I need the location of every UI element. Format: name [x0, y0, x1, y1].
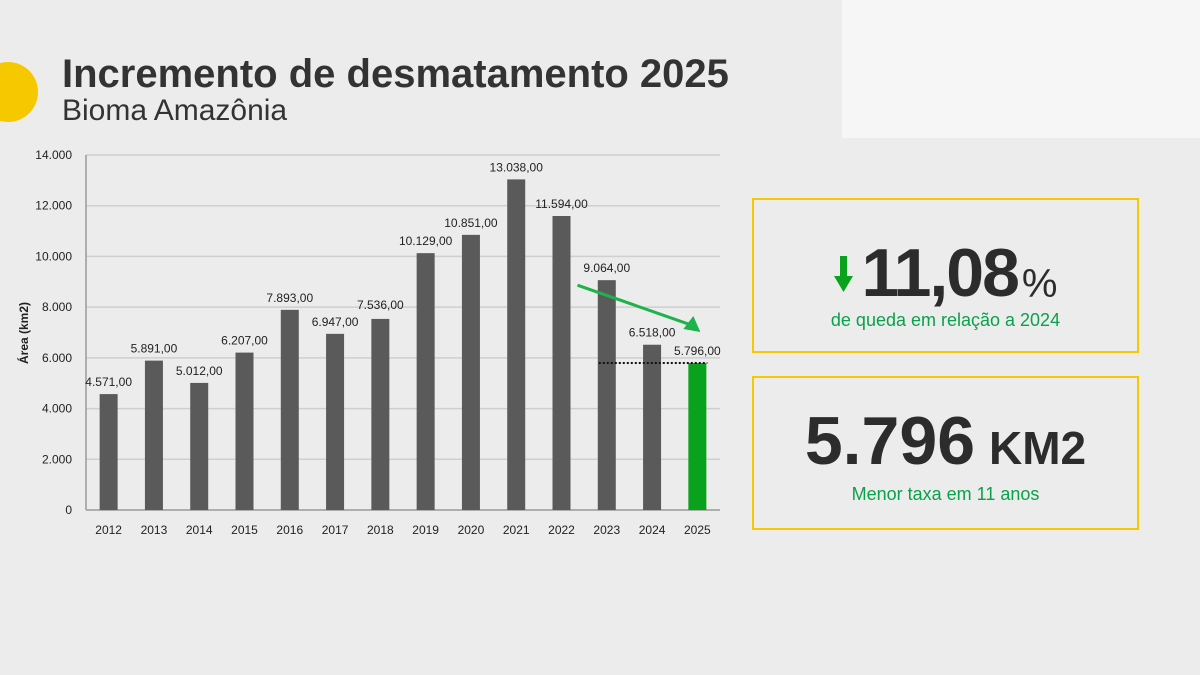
page-subtitle: Bioma Amazônia: [62, 94, 288, 127]
data-label: 5.796,00: [674, 344, 721, 358]
bar: [326, 333, 345, 510]
page-title: Incremento de desmatamento 2025: [62, 52, 729, 96]
bar: [597, 280, 616, 510]
y-tick-label: 4.000: [42, 402, 72, 416]
bar: [507, 179, 526, 511]
bar: [416, 253, 435, 510]
x-tick-label: 2021: [503, 523, 530, 537]
drop-caption: de queda em relação a 2024: [830, 310, 1061, 330]
bar: [144, 360, 163, 510]
y-tick-label: 6.000: [42, 351, 72, 365]
data-label: 10.129,00: [399, 234, 453, 248]
arrow-down-icon: [833, 256, 853, 292]
x-tick-label: 2018: [367, 523, 394, 537]
drop-unit: %: [1021, 262, 1058, 306]
area-stat-card: 5.796 KM2 Menor taxa em 11 anos: [752, 376, 1139, 530]
bar: [461, 234, 480, 510]
bar: [371, 318, 390, 510]
bar-chart: 0 2.000 4.000 6.000 8.000 10.000 12.000 14.000 Á…: [16, 148, 721, 537]
x-tick-label: 2020: [458, 523, 485, 537]
bar: [688, 363, 707, 510]
data-label: 6.518,00: [629, 326, 676, 340]
bar: [552, 216, 571, 511]
x-tick-label: 2024: [639, 523, 666, 537]
x-tick-label: 2019: [412, 523, 439, 537]
y-tick-label: 10.000: [35, 249, 72, 263]
x-tick-label: 2017: [322, 523, 349, 537]
bar: [190, 382, 209, 510]
data-label: 9.064,00: [583, 261, 630, 275]
y-tick-label: 14.000: [35, 148, 72, 162]
data-label: 6.207,00: [221, 334, 268, 348]
data-label: 4.571,00: [85, 375, 132, 389]
drop-value: 11,08: [861, 235, 1020, 311]
y-tick-label: 0: [65, 503, 72, 517]
data-label: 13.038,00: [490, 160, 544, 174]
y-tick-label: 12.000: [35, 199, 72, 213]
data-label: 7.536,00: [357, 298, 404, 312]
data-label: 11.594,00: [535, 197, 588, 211]
area-unit: KM2: [989, 422, 1087, 474]
data-label: 7.893,00: [266, 291, 313, 305]
bar: [235, 352, 254, 510]
x-tick-label: 2014: [186, 523, 213, 537]
x-tick-label: 2025: [684, 523, 711, 537]
bar: [99, 394, 118, 510]
trend-arrow-head: [683, 316, 701, 333]
trend-arrow: [577, 283, 692, 327]
data-label: 5.891,00: [131, 342, 178, 356]
bar: [280, 309, 299, 510]
x-tick-label: 2013: [141, 523, 168, 537]
x-tick-label: 2012: [95, 523, 122, 537]
x-tick-label: 2023: [593, 523, 620, 537]
data-label: 10.851,00: [444, 216, 498, 230]
x-tick-label: 2015: [231, 523, 258, 537]
y-axis-label: Área (km2): [16, 302, 31, 364]
background-panel: [842, 0, 1200, 138]
data-label: 5.012,00: [176, 364, 223, 378]
x-tick-label: 2022: [548, 523, 575, 537]
data-label: 6.947,00: [312, 315, 359, 329]
y-tick-label: 2.000: [42, 452, 72, 466]
area-caption: Menor taxa em 11 anos: [851, 484, 1040, 504]
bar: [643, 344, 662, 510]
y-tick-label: 8.000: [42, 300, 72, 314]
drop-stat-card: 11,08 % de queda em relação a 2024: [752, 198, 1139, 353]
x-tick-label: 2016: [276, 523, 303, 537]
area-value: 5.796: [804, 403, 976, 479]
